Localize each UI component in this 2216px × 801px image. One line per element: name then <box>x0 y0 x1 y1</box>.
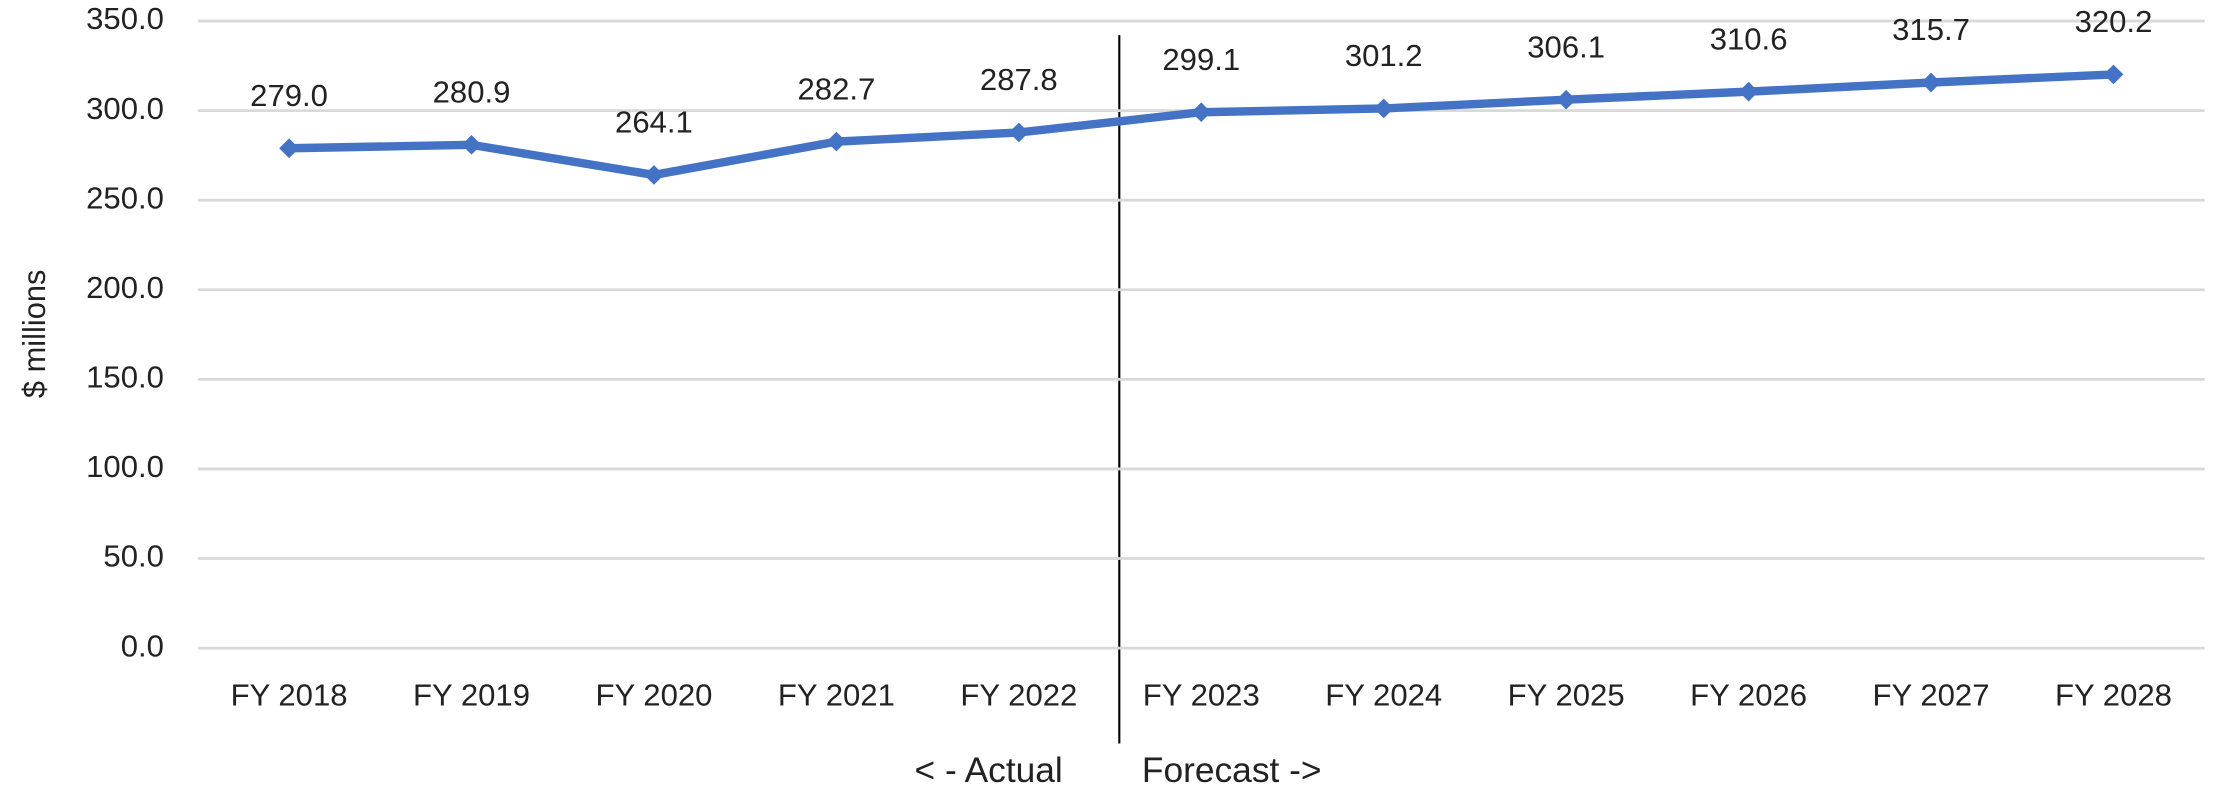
data-marker <box>461 135 482 155</box>
data-marker <box>2103 64 2124 85</box>
y-axis-label: $ millions <box>17 270 52 399</box>
y-tick-label: 100.0 <box>86 449 164 484</box>
x-tick-label: FY 2027 <box>1873 677 1990 712</box>
data-marker <box>279 138 299 159</box>
data-marker <box>644 165 664 185</box>
data-label: 310.6 <box>1710 21 1788 56</box>
x-tick-label: FY 2018 <box>231 677 348 712</box>
x-tick-label: FY 2028 <box>2055 677 2172 712</box>
data-marker <box>1008 122 1029 143</box>
data-label: 279.0 <box>250 78 328 113</box>
x-tick-label: FY 2026 <box>1690 677 1807 712</box>
forecast-annotation: Forecast -> <box>1142 751 1322 790</box>
data-label: 301.2 <box>1345 38 1423 73</box>
y-tick-label: 300.0 <box>86 91 164 126</box>
x-tick-label: FY 2024 <box>1325 677 1442 712</box>
y-tick-label: 0.0 <box>121 628 164 663</box>
data-label: 299.1 <box>1162 42 1240 77</box>
data-label: 320.2 <box>2075 4 2153 39</box>
x-tick-label: FY 2025 <box>1508 677 1625 712</box>
data-label: 306.1 <box>1527 29 1605 64</box>
x-tick-label: FY 2019 <box>413 677 530 712</box>
actual-annotation: < - Actual <box>915 751 1063 790</box>
y-tick-label: 250.0 <box>86 180 164 215</box>
y-tick-label: 150.0 <box>86 360 164 395</box>
y-tick-label: 350.0 <box>86 1 164 36</box>
data-label: 287.8 <box>980 62 1058 97</box>
y-tick-label: 200.0 <box>86 270 164 305</box>
data-label: 282.7 <box>798 71 876 106</box>
data-marker <box>1921 72 1941 93</box>
data-marker <box>826 131 847 152</box>
data-label: 315.7 <box>1892 12 1970 47</box>
data-label: 264.1 <box>615 105 693 140</box>
data-marker <box>1738 81 1759 102</box>
data-marker <box>1373 98 1394 119</box>
data-label: 280.9 <box>433 75 511 110</box>
data-marker <box>1556 89 1577 110</box>
x-tick-label: FY 2023 <box>1143 677 1260 712</box>
y-tick-label: 50.0 <box>103 539 164 574</box>
x-tick-label: FY 2022 <box>960 677 1077 712</box>
data-marker <box>1191 102 1212 123</box>
x-tick-label: FY 2021 <box>778 677 895 712</box>
x-tick-label: FY 2020 <box>595 677 712 712</box>
data-line <box>288 70 2114 180</box>
